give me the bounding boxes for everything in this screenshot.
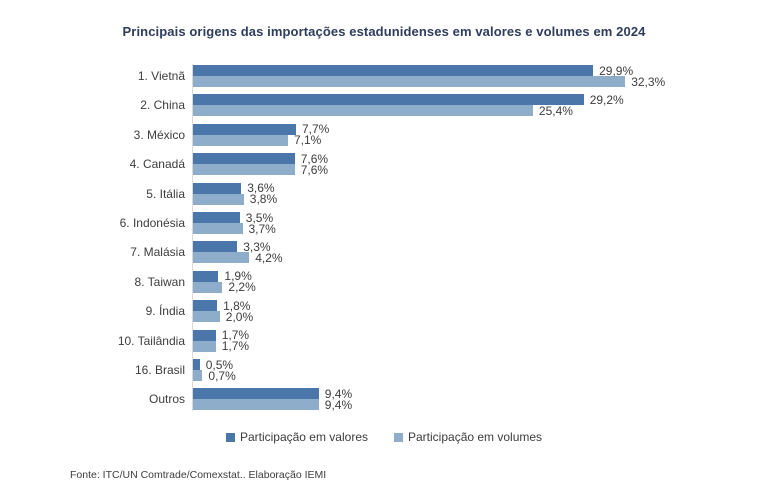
value-label-valores: 7,7% (302, 122, 330, 137)
value-label-valores: 29,2% (589, 92, 624, 107)
bar-volumes (193, 399, 319, 411)
bar-volumes (193, 340, 216, 352)
bar-valores (193, 270, 219, 282)
bar-valores (193, 153, 295, 165)
legend-entry-valores: Participação em valores (225, 430, 368, 444)
value-label-valores: 3,5% (245, 210, 274, 225)
category-label: 4. Canadá (129, 157, 185, 172)
value-label-volumes: 4,2% (255, 250, 283, 265)
bar-valores (193, 65, 594, 76)
value-label-valores: 9,4% (324, 386, 353, 401)
value-label-volumes: 1,7% (221, 339, 250, 354)
bar-valores (193, 94, 584, 106)
value-label-valores: 3,3% (243, 239, 271, 254)
bar-volumes (193, 105, 533, 117)
value-label-volumes: 7,6% (300, 162, 329, 177)
category-label: 9. Índia (145, 304, 185, 319)
legend-label-volumes: Participação em volumes (408, 430, 543, 444)
bar-volumes (193, 311, 220, 323)
category-label: Outros (148, 392, 185, 407)
bar-valores (193, 329, 216, 341)
bar-valores (193, 388, 319, 400)
value-label-valores: 1,8% (223, 298, 251, 313)
bar-valores (193, 359, 200, 370)
bar-valores (193, 300, 218, 312)
value-label-valores: 29,9% (599, 63, 634, 78)
bar-volumes (193, 76, 626, 87)
value-label-volumes: 9,4% (324, 397, 353, 412)
bar-volumes (193, 223, 243, 234)
bar-volumes (193, 370, 203, 381)
chart-title: Principais origens das importações estad… (122, 24, 646, 39)
value-label-valores: 0,5% (205, 357, 234, 372)
value-label-volumes: 3,8% (249, 192, 278, 207)
source-note: Fonte: ITC/UN Comtrade/Comexstat.. Elabo… (70, 469, 327, 481)
category-label: 7. Malásia (130, 245, 185, 260)
value-label-valores: 1,9% (224, 269, 252, 284)
bar-volumes (193, 281, 223, 293)
legend-swatch-valores (225, 432, 235, 442)
category-label: 1. Vietnã (137, 69, 185, 83)
value-label-valores: 3,6% (247, 181, 275, 196)
bar-volumes (193, 134, 288, 146)
value-label-volumes: 3,7% (248, 221, 276, 236)
legend-label-valores: Participação em valores (239, 430, 368, 444)
legend-entry-volumes: Participação em volumes (394, 430, 542, 444)
bar-valores (193, 241, 238, 253)
chart-legend: Participação em valores Participação em … (0, 430, 768, 444)
category-label: 5. Itália (146, 186, 185, 201)
category-label: 2. China (140, 98, 185, 113)
category-label: 10. Tailândia (117, 333, 185, 348)
category-label: 3. México (133, 127, 185, 142)
category-label: 8. Taiwan (134, 274, 185, 289)
legend-swatch-volumes (394, 432, 403, 442)
bar-valores (193, 212, 240, 223)
value-label-volumes: 2,2% (228, 280, 256, 295)
category-label: 6. Indonésia (119, 216, 185, 230)
bar-valores (193, 123, 296, 135)
value-label-volumes: 25,4% (538, 103, 573, 118)
bar-valores (193, 182, 242, 194)
value-label-valores: 7,6% (300, 151, 329, 166)
category-label: 16. Brasil (134, 363, 185, 377)
value-label-volumes: 32,3% (631, 74, 666, 89)
value-label-valores: 1,7% (221, 328, 250, 343)
bar-volumes (193, 252, 250, 264)
category-axis-line (192, 64, 193, 411)
bar-volumes (193, 164, 295, 176)
bar-volumes (193, 193, 244, 205)
value-label-volumes: 0,7% (208, 368, 236, 383)
value-label-volumes: 2,0% (225, 309, 254, 324)
value-label-volumes: 7,1% (294, 133, 322, 148)
